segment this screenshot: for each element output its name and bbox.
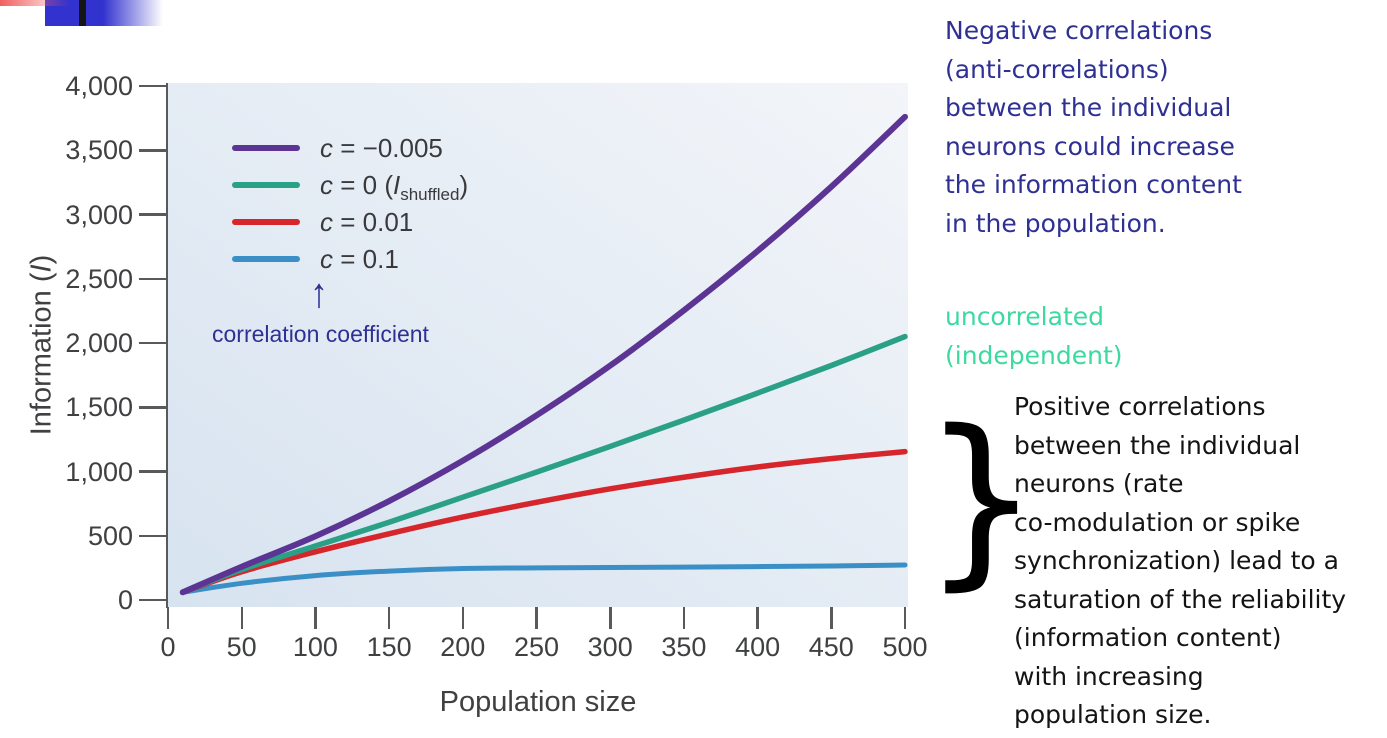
x-tick-label: 400 <box>735 632 781 662</box>
x-tick-mark <box>314 607 317 629</box>
x-tick-label: 500 <box>882 632 928 662</box>
text-line: uncorrelated <box>945 302 1104 331</box>
legend-item: c = −0.005 <box>168 133 568 163</box>
text-line: with increasing <box>1014 661 1204 691</box>
x-axis-title: Population size <box>439 686 637 718</box>
x-tick-mark <box>609 607 612 629</box>
x-tick-label: 100 <box>292 632 338 662</box>
text-line: (anti-correlations) <box>945 54 1169 84</box>
x-tick-label: 450 <box>808 632 854 662</box>
x-tick-mark <box>240 607 243 629</box>
legend-line-swatch <box>232 145 300 151</box>
text-line: saturation of the reliability <box>1014 584 1347 614</box>
text-line: neurons (rate <box>1014 469 1184 498</box>
y-tick-label: 1,000 <box>65 456 133 487</box>
y-tick-mark <box>139 149 166 152</box>
legend-label: c = 0.1 <box>320 244 399 274</box>
x-tick-mark <box>682 607 686 629</box>
y-tick-label: 3,500 <box>65 135 133 166</box>
text-line: (independent) <box>945 340 1123 370</box>
legend-label: c = 0.01 <box>320 207 414 237</box>
y-tick-mark <box>139 406 166 409</box>
x-tick-mark <box>903 607 907 629</box>
text-line: synchronization) lead to a <box>1014 546 1339 575</box>
y-tick-mark <box>139 277 166 281</box>
text-line: Positive correlations <box>1014 392 1266 421</box>
legend-item: c = 0.01 <box>168 207 568 237</box>
text-line: the information content <box>945 170 1242 199</box>
y-tick-mark <box>139 598 166 602</box>
x-tick-mark <box>387 607 391 629</box>
y-tick-label: 4,000 <box>65 71 133 101</box>
y-tick-mark <box>139 470 166 473</box>
x-tick-label: 250 <box>513 632 560 662</box>
x-tick-label: 50 <box>226 632 257 662</box>
y-tick-label: 500 <box>87 520 133 551</box>
x-tick-label: 150 <box>366 632 412 662</box>
legend-line-swatch <box>232 219 300 225</box>
series-c-0.005 <box>179 113 908 596</box>
text-line: between the individual <box>945 93 1232 122</box>
plot-area: c = −0.005 c = 0 (Ishuffled) c = 0.01 c = 0… <box>168 83 908 607</box>
legend-item: c = 0 (Ishuffled) <box>168 170 568 204</box>
text-line: Negative correlations <box>945 16 1213 45</box>
y-tick-mark <box>139 534 166 538</box>
y-tick-label: 3,000 <box>65 199 133 230</box>
y-tick-label: 2,000 <box>65 328 133 358</box>
y-tick-mark <box>139 341 166 345</box>
note-uncorrelated: uncorrelated (independent) <box>945 298 1123 375</box>
x-tick-mark <box>166 607 170 629</box>
series-c-0.01 <box>179 448 908 596</box>
y-tick-mark <box>139 84 166 88</box>
text-line: (information content) <box>1014 623 1282 652</box>
x-tick-label: 350 <box>661 632 707 662</box>
x-tick-label: 300 <box>587 632 633 662</box>
y-tick-label: 1,500 <box>65 392 133 423</box>
x-tick-mark <box>535 607 538 629</box>
ornament-black-stripe <box>79 0 86 26</box>
x-tick-mark <box>461 607 465 629</box>
note-negative-correlations: Negative correlations (anti-correlations)… <box>945 12 1242 243</box>
note-positive-correlations: Positive correlations between the individ… <box>1014 388 1346 735</box>
legend-line-swatch <box>232 256 300 262</box>
line-chart-figure: Information (I) 0 500 1,000 1,500 2,000 2,500… <box>26 71 928 718</box>
text-line: in the population. <box>945 208 1166 238</box>
legend-line-swatch <box>232 182 300 188</box>
y-tick-label: 0 <box>117 585 133 615</box>
data-curves <box>179 113 908 596</box>
x-tick-label: 200 <box>440 632 486 662</box>
legend-label: c = 0 (Ishuffled) <box>320 170 469 205</box>
y-tick-mark <box>139 213 166 216</box>
text-line: population size. <box>1014 700 1212 729</box>
series-c-0.1 <box>180 562 908 595</box>
x-tick-label: 0 <box>160 632 176 662</box>
text-line: between the individual <box>1014 430 1301 460</box>
x-tick-mark <box>830 607 833 629</box>
text-line: neurons could increase <box>945 131 1235 161</box>
y-axis-line <box>166 83 169 608</box>
x-tick-mark <box>756 607 759 629</box>
text-line: co-modulation or spike <box>1014 507 1301 537</box>
curly-brace: } <box>922 390 1041 607</box>
ornament-red-bar <box>0 0 70 6</box>
up-arrow-icon: ↑ <box>310 268 328 316</box>
series-c-0-I-shuffled- <box>179 333 908 596</box>
legend-label: c = −0.005 <box>320 133 443 163</box>
legend-item: c = 0.1 <box>168 244 568 274</box>
y-tick-label: 2,500 <box>65 263 133 294</box>
correlation-coefficient-label: correlation coefficient <box>212 321 429 347</box>
